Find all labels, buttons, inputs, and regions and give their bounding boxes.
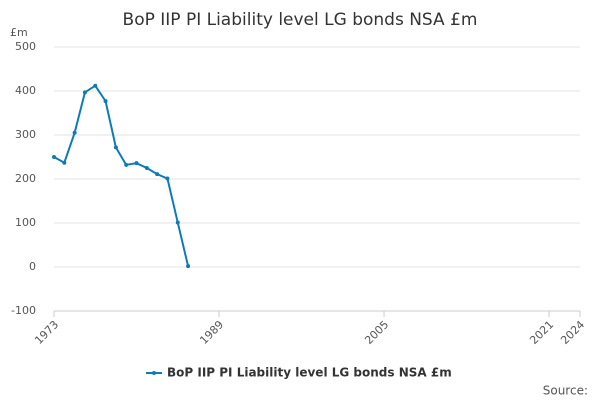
point <box>103 99 108 104</box>
point <box>124 162 129 167</box>
series-line <box>53 84 190 267</box>
source: Source: <box>543 384 588 398</box>
y-tick-label: 0 <box>29 260 36 273</box>
chart-title: BoP IIP PI Liability level LG bonds NSA … <box>123 10 478 30</box>
y-tick-label: 200 <box>15 172 36 185</box>
point <box>72 130 77 135</box>
point <box>134 161 139 166</box>
x-tick-label: 2021 <box>527 318 556 347</box>
y-tick-label: -100 <box>11 304 36 317</box>
x-tick-label: 1989 <box>197 318 226 347</box>
point <box>62 160 67 165</box>
y-tick-label: 300 <box>15 128 36 141</box>
y-axis-label: £m <box>10 26 28 39</box>
point <box>155 172 160 177</box>
point <box>165 176 170 181</box>
x-tick-label: 1973 <box>32 318 61 347</box>
point <box>52 155 56 159</box>
y-tick-label: 500 <box>15 40 36 53</box>
point <box>82 90 87 95</box>
point <box>186 264 191 269</box>
point <box>175 220 180 225</box>
point <box>93 83 98 88</box>
legend-label: BoP IIP PI Liability level LG bonds NSA … <box>167 366 452 380</box>
y-tick-label: 400 <box>15 84 36 97</box>
point <box>144 166 149 170</box>
legend-marker <box>152 371 156 375</box>
x-tick-label: 2024 <box>558 318 587 347</box>
x-tick-label: 2005 <box>362 318 391 347</box>
y-tick-label: 100 <box>15 216 36 229</box>
point <box>113 145 118 150</box>
